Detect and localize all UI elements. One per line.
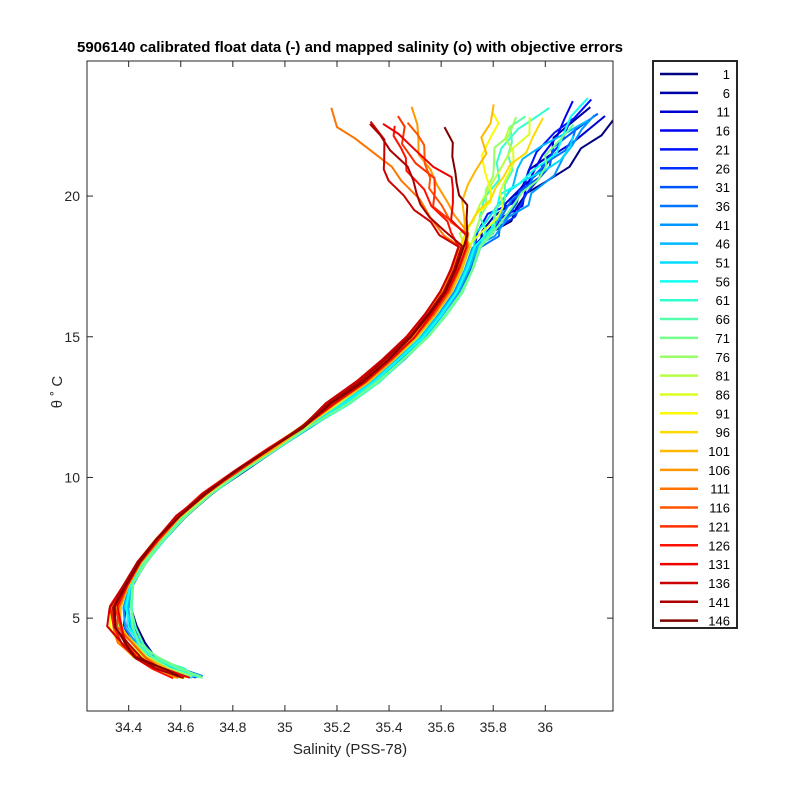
legend-label: 51 [716, 256, 730, 271]
x-tick-label: 35.6 [428, 719, 455, 735]
legend-label: 26 [716, 161, 730, 176]
profile-line-136 [106, 120, 460, 678]
legend-label: 81 [716, 369, 730, 384]
x-tick-label: 35.8 [480, 719, 507, 735]
legend-label: 21 [716, 142, 730, 157]
profile-line-141 [112, 123, 463, 680]
legend-label: 46 [716, 237, 730, 252]
y-tick-label: 10 [64, 469, 80, 485]
profile-line-56 [125, 97, 589, 678]
legend-box [652, 60, 738, 629]
profile-line-146 [113, 126, 469, 678]
legend-label: 136 [708, 576, 730, 591]
y-tick-label: 20 [64, 188, 80, 204]
legend-label: 146 [708, 614, 730, 629]
x-axis-label: Salinity (PSS-78) [293, 741, 407, 758]
chart-title: 5906140 calibrated float data (-) and ma… [77, 39, 623, 56]
y-tick-label: 5 [72, 610, 80, 626]
x-tick-label: 34.6 [167, 719, 194, 735]
legend-label: 31 [716, 180, 730, 195]
legend-label: 56 [716, 274, 730, 289]
legend-entries: 1611162126313641465156616671768186919610… [660, 67, 730, 629]
profile-line-101 [119, 104, 495, 679]
legend-label: 61 [716, 293, 730, 308]
legend: 1611162126313641465156616671768186919610… [652, 60, 738, 629]
y-axis-ticks: 5 10 15 20 [64, 188, 613, 626]
x-axis-ticks: 34.4 34.6 34.8 35 35.2 35.4 35.6 35.8 36 [115, 61, 553, 735]
legend-label: 16 [716, 124, 730, 139]
x-tick-label: 35 [277, 719, 293, 735]
axes-box [86, 60, 614, 712]
y-axis-label: θ ˚ C [49, 376, 66, 409]
legend-label: 1 [723, 67, 730, 82]
profile-line-131 [116, 122, 468, 679]
profile-line-71 [130, 124, 575, 680]
legend-label: 116 [709, 501, 730, 516]
x-tick-label: 34.4 [115, 719, 142, 735]
legend-label: 121 [708, 519, 730, 534]
profile-line-51 [124, 135, 575, 679]
legend-label: 36 [716, 199, 730, 214]
x-tick-label: 36 [538, 719, 554, 735]
legend-label: 96 [716, 425, 730, 440]
x-tick-label: 35.4 [375, 719, 402, 735]
legend-label: 6 [723, 86, 730, 101]
legend-label: 131 [708, 557, 730, 572]
legend-label: 91 [716, 406, 730, 421]
legend-label: 111 [710, 482, 730, 497]
x-tick-label: 34.8 [219, 719, 246, 735]
legend-label: 126 [708, 538, 730, 553]
y-tick-label: 15 [64, 329, 80, 345]
legend-label: 106 [708, 463, 730, 478]
float-profiles [106, 97, 613, 680]
legend-label: 86 [716, 387, 730, 402]
legend-label: 101 [708, 444, 730, 459]
legend-label: 76 [716, 350, 730, 365]
legend-label: 11 [717, 105, 731, 120]
legend-label: 66 [716, 312, 730, 327]
legend-label: 41 [716, 218, 730, 233]
legend-label: 71 [716, 331, 730, 346]
x-tick-label: 35.2 [323, 719, 350, 735]
legend-label: 141 [708, 595, 730, 610]
